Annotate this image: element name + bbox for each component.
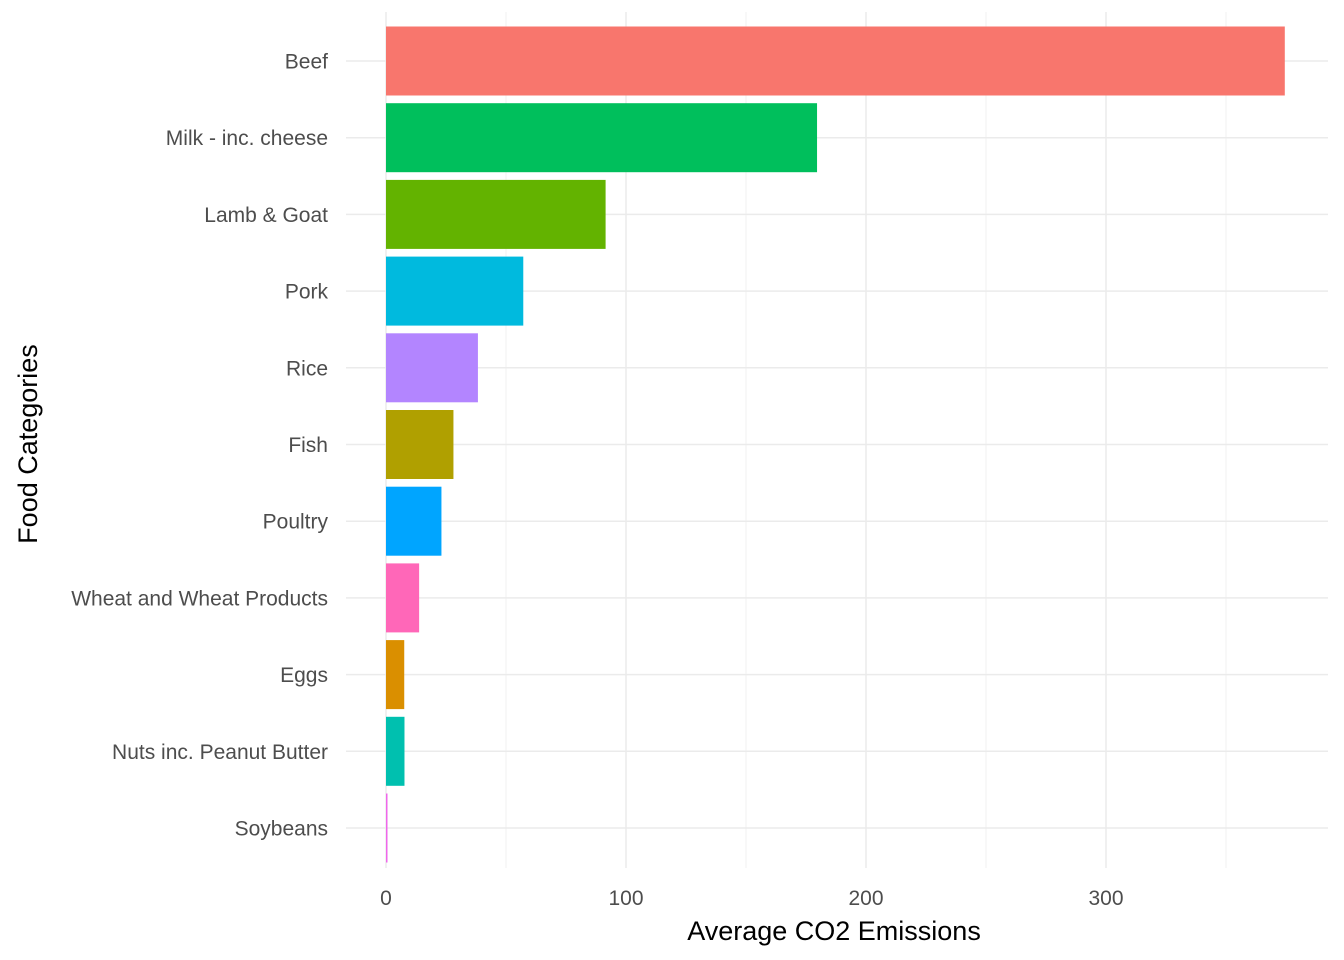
y-tick-label: Beef xyxy=(285,51,328,74)
x-tick-label: 300 xyxy=(1088,887,1123,910)
y-tick-label: Wheat and Wheat Products xyxy=(71,587,328,610)
x-tick-label: 200 xyxy=(848,887,883,910)
x-tick-label: 100 xyxy=(608,887,643,910)
bar-rice xyxy=(386,333,478,403)
bar-soybeans xyxy=(386,793,388,863)
y-tick-label: Pork xyxy=(285,281,329,304)
x-axis-title: Average CO2 Emissions xyxy=(687,916,981,946)
bars xyxy=(386,26,1285,863)
y-tick-label: Fish xyxy=(288,434,328,457)
bar-poultry xyxy=(386,486,442,556)
bar-eggs xyxy=(386,640,405,710)
y-tick-label: Milk - inc. cheese xyxy=(166,127,328,150)
x-tick-labels: 0 100 200 300 xyxy=(380,887,1123,910)
y-tick-label: Rice xyxy=(286,357,328,380)
y-tick-label: Lamb & Goat xyxy=(204,204,328,227)
y-tick-label: Nuts inc. Peanut Butter xyxy=(112,741,328,764)
bar-fish xyxy=(386,410,454,479)
x-tick-label: 0 xyxy=(380,887,392,910)
y-tick-label: Poultry xyxy=(263,511,329,534)
bar-pork xyxy=(386,256,524,326)
bar-lamb-goat xyxy=(386,179,606,249)
bar-beef xyxy=(386,26,1285,96)
y-tick-labels: Beef Milk - inc. cheese Lamb & Goat Pork Ric… xyxy=(71,51,328,841)
y-tick-label: Soybeans xyxy=(235,818,328,841)
bar-nuts-inc-peanut-butter xyxy=(386,716,405,786)
y-tick-label: Eggs xyxy=(280,664,328,687)
y-axis-title: Food Categories xyxy=(13,344,43,544)
bar-wheat-and-wheat-products xyxy=(386,563,420,633)
bar-milk-inc-cheese xyxy=(386,103,818,173)
